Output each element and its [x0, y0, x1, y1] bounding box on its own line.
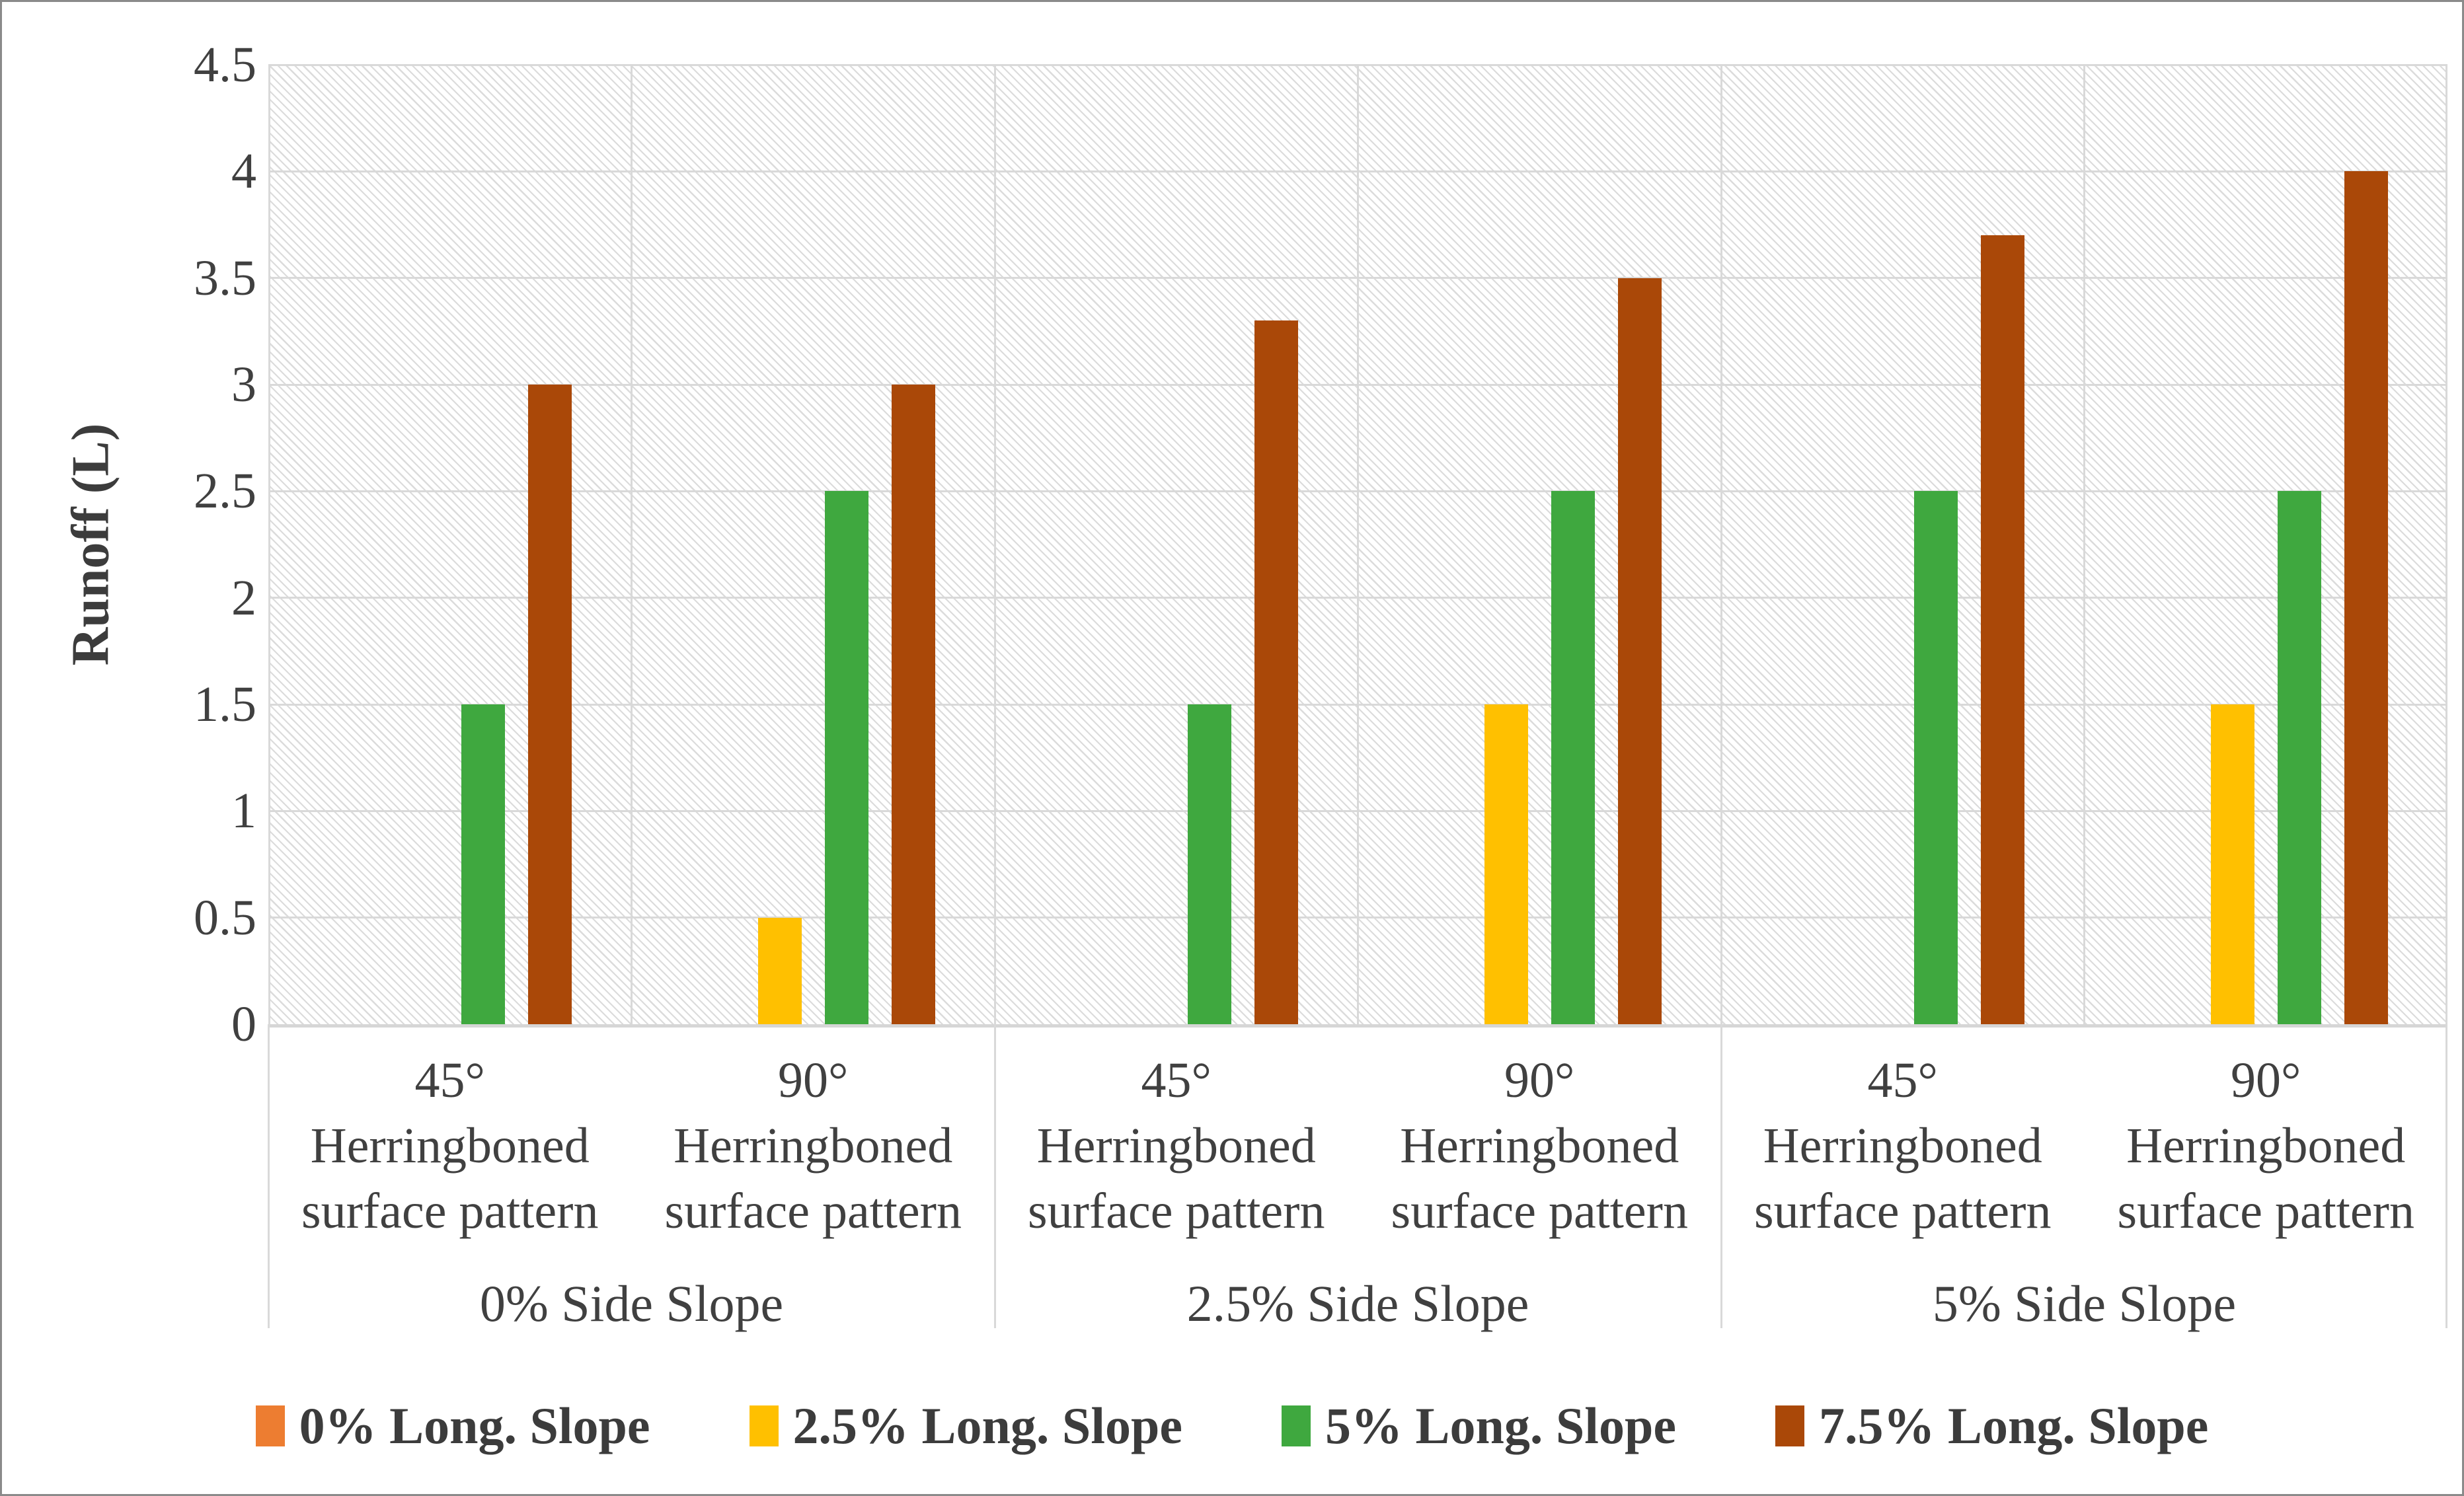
- y-axis-title: Runoff (L): [61, 423, 120, 666]
- x-category-label: 90° Herringboned surface pattern: [632, 1048, 995, 1244]
- y-tick-label: 3.5: [194, 250, 256, 306]
- legend-label: 2.5% Long. Slope: [792, 1397, 1182, 1454]
- x-category-label-line: surface pattern: [664, 1183, 962, 1239]
- v-gridline: [1357, 65, 1359, 1024]
- bar-7-5-long-slope-cat6: [2344, 171, 2388, 1024]
- group-separator: [993, 1024, 996, 1328]
- bar-7-5-long-slope-cat2: [891, 385, 935, 1024]
- bar-7-5-long-slope-cat3: [1254, 320, 1299, 1024]
- x-group-label: 0% Side Slope: [479, 1275, 784, 1332]
- x-category-label-line: 90°: [2231, 1053, 2301, 1108]
- x-category-label-line: 45°: [1141, 1053, 1212, 1108]
- group-separator: [267, 1024, 270, 1328]
- group-separator: [1720, 1024, 1722, 1328]
- v-gridline: [2445, 65, 2447, 1024]
- bar-5-long-slope-cat1: [461, 704, 506, 1024]
- legend-item: 7.5% Long. Slope: [1775, 1396, 2208, 1456]
- x-category-label-line: surface pattern: [2117, 1183, 2414, 1239]
- x-group-label: 5% Side Slope: [1932, 1275, 2237, 1332]
- bar-2-5-long-slope-cat6: [2210, 704, 2254, 1024]
- v-gridline: [1720, 65, 1722, 1024]
- x-category-label-line: surface pattern: [1391, 1183, 1688, 1239]
- x-category-label-line: 90°: [778, 1053, 849, 1108]
- x-category-label: 45° Herringboned surface pattern: [1721, 1048, 2085, 1244]
- bar-5-long-slope-cat6: [2277, 491, 2321, 1024]
- bar-7-5-long-slope-cat5: [1981, 235, 2025, 1024]
- x-group-label: 2.5% Side Slope: [1186, 1275, 1529, 1332]
- legend: 0% Long. Slope 2.5% Long. Slope 5% Long. S…: [2, 1390, 2462, 1462]
- bar-5-long-slope-cat4: [1551, 491, 1595, 1024]
- x-category-label-line: 45°: [1867, 1053, 1938, 1108]
- y-tick-label: 1: [231, 783, 256, 839]
- v-gridline: [268, 65, 270, 1024]
- bar-5-long-slope-cat2: [824, 491, 868, 1024]
- bar-2-5-long-slope-cat4: [1484, 704, 1528, 1024]
- y-tick-label: 2.5: [194, 463, 256, 519]
- bar-7-5-long-slope-cat4: [1617, 278, 1662, 1024]
- legend-item: 2.5% Long. Slope: [749, 1396, 1182, 1456]
- x-category-label-line: surface pattern: [301, 1183, 599, 1239]
- y-tick-label: 2: [231, 570, 256, 626]
- bar-7-5-long-slope-cat1: [528, 385, 572, 1024]
- legend-item: 5% Long. Slope: [1282, 1396, 1676, 1456]
- legend-color-swatch: [1775, 1405, 1804, 1446]
- y-tick-label: 4: [231, 143, 256, 200]
- x-category-label-line: surface pattern: [1754, 1183, 2052, 1239]
- y-tick-label: 3: [231, 357, 256, 412]
- legend-label: 0% Long. Slope: [299, 1397, 650, 1454]
- x-category-label-line: 90°: [1504, 1053, 1575, 1108]
- x-category-label-line: Herringboned: [2126, 1118, 2406, 1174]
- v-gridline: [631, 65, 633, 1024]
- bar-5-long-slope-cat5: [1914, 491, 1958, 1024]
- legend-color-swatch: [1282, 1405, 1311, 1446]
- plot-area: [268, 63, 2447, 1028]
- legend-label: 7.5% Long. Slope: [1818, 1397, 2209, 1454]
- x-category-label-line: surface pattern: [1028, 1183, 1325, 1239]
- x-category-label: 45° Herringboned surface pattern: [268, 1048, 632, 1244]
- x-category-label-line: Herringboned: [1400, 1118, 1679, 1174]
- bar-2-5-long-slope-cat2: [757, 917, 802, 1024]
- x-category-label-line: 45°: [414, 1053, 485, 1108]
- x-category-label-line: Herringboned: [674, 1118, 953, 1174]
- x-category-label-line: Herringboned: [1763, 1118, 2042, 1174]
- x-category-label-line: Herringboned: [1036, 1118, 1316, 1174]
- x-category-label: 45° Herringboned surface pattern: [995, 1048, 1358, 1244]
- legend-color-swatch: [749, 1405, 779, 1446]
- legend-color-swatch: [255, 1405, 285, 1446]
- group-separator: [2445, 1024, 2447, 1328]
- v-gridline: [993, 65, 996, 1024]
- v-gridline: [2083, 65, 2085, 1024]
- y-tick-label: 0: [231, 996, 256, 1052]
- y-tick-label: 1.5: [194, 677, 256, 732]
- x-category-label: 90° Herringboned surface pattern: [2085, 1048, 2448, 1244]
- y-tick-label: 0.5: [194, 889, 256, 946]
- legend-label: 5% Long. Slope: [1325, 1397, 1676, 1454]
- legend-item: 0% Long. Slope: [255, 1396, 650, 1456]
- y-tick-label: 4.5: [194, 37, 256, 93]
- x-category-label-line: Herringboned: [310, 1118, 590, 1174]
- bar-5-long-slope-cat3: [1188, 704, 1232, 1024]
- x-category-label: 90° Herringboned surface pattern: [1358, 1048, 1722, 1244]
